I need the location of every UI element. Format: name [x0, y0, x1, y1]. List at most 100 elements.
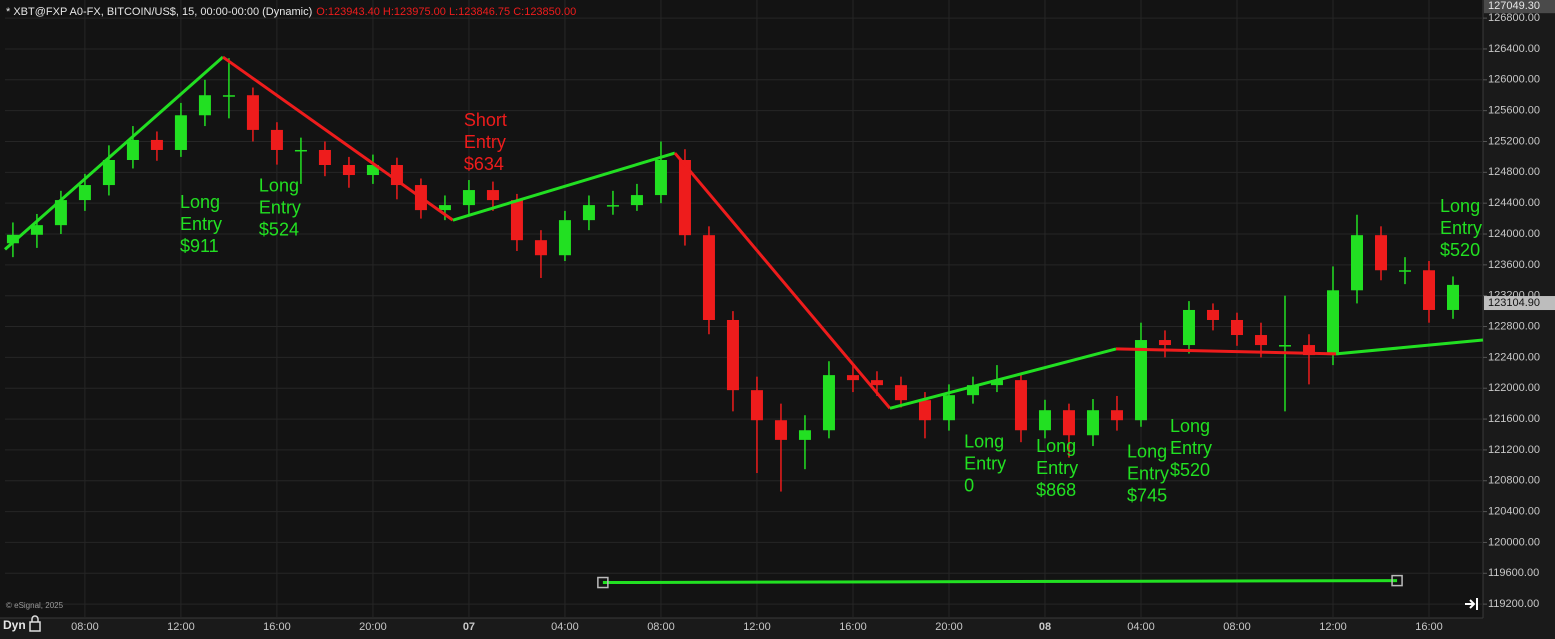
zigzag-segment: [4, 55, 224, 251]
x-tick-label: 16:00: [1415, 621, 1443, 633]
x-tick-label: 08: [1039, 621, 1051, 633]
x-tick-label: 08:00: [1223, 621, 1251, 633]
y-tick-label: 126800.00: [1488, 12, 1540, 24]
x-tick-label: 20:00: [935, 621, 963, 633]
zigzag-segment: [452, 151, 676, 222]
candle-body: [654, 159, 667, 196]
y-tick-label: 120800.00: [1488, 475, 1540, 487]
annotation: 0: [964, 476, 974, 496]
annotation: Short: [464, 110, 507, 130]
annotation: $745: [1127, 486, 1167, 506]
line-handle: [597, 576, 609, 589]
annotation: $868: [1036, 480, 1076, 500]
candle-body: [366, 165, 379, 176]
x-tick-label: 08:00: [71, 621, 99, 633]
candle-body: [870, 380, 883, 386]
zigzag-segment: [673, 152, 892, 410]
y-tick-label: 125200.00: [1488, 135, 1540, 147]
annotation: Entry: [464, 132, 506, 152]
annotation: Entry: [1127, 464, 1169, 484]
candle-body: [318, 149, 331, 166]
candle-body: [1182, 309, 1195, 346]
candle-body: [1302, 345, 1315, 356]
candle-body: [1350, 235, 1363, 291]
candle-body: [270, 129, 283, 150]
price-tag: [1484, 296, 1555, 311]
candle-body: [294, 149, 307, 152]
candle-body: [174, 115, 187, 150]
annotation: $524: [259, 220, 299, 240]
ohlc-header: O:123943.40 H:123975.00 L:123846.75 C:12…: [316, 6, 576, 18]
y-tick-label: 121600.00: [1488, 413, 1540, 425]
x-tick-label: 16:00: [839, 621, 867, 633]
lock-icon[interactable]: [29, 615, 41, 632]
candle-body: [942, 395, 955, 421]
annotation: Entry: [259, 198, 301, 218]
x-tick-label: 04:00: [551, 621, 579, 633]
x-tick-label: 12:00: [1319, 621, 1347, 633]
annotation: $520: [1170, 460, 1210, 480]
candle-body: [966, 385, 979, 396]
candle-body: [558, 220, 571, 256]
zigzag-segment: [1335, 338, 1484, 356]
candle-body: [1398, 270, 1411, 272]
zigzag-segment: [222, 55, 454, 222]
y-tick-label: 119200.00: [1488, 598, 1539, 610]
x-tick-label: 20:00: [359, 621, 387, 633]
annotation: Entry: [964, 454, 1006, 474]
candle-body: [918, 400, 931, 421]
y-tick-label: 122000.00: [1488, 382, 1540, 394]
candle-body: [750, 390, 763, 421]
line-handle: [1391, 574, 1403, 587]
candle-body: [462, 190, 475, 206]
scroll-end-icon[interactable]: [1465, 598, 1478, 610]
candle-body: [798, 430, 811, 440]
annotation: Long: [1440, 196, 1480, 216]
price-tag: [1484, 0, 1555, 14]
y-tick-label: 124000.00: [1488, 228, 1540, 240]
candle-body: [1230, 319, 1243, 336]
candle-body: [678, 159, 691, 236]
candle-body: [1446, 284, 1459, 310]
annotation: Long: [1036, 436, 1076, 456]
price-tag-label: 127049.30: [1488, 0, 1540, 12]
annotation: Long: [180, 192, 220, 212]
annotation: $634: [464, 154, 504, 174]
annotation: Entry: [1440, 218, 1482, 238]
candle-body: [342, 165, 355, 176]
y-tick-label: 119600.00: [1488, 567, 1539, 579]
x-tick-label: 07: [463, 621, 475, 633]
candle-body: [1014, 380, 1027, 431]
candle-body: [6, 234, 19, 244]
x-tick-label: 12:00: [167, 621, 195, 633]
y-tick-label: 122400.00: [1488, 351, 1540, 363]
price-axis-panel: [1483, 0, 1555, 639]
candle-body: [126, 139, 139, 160]
symbol-header: * XBT@FXP A0-FX, BITCOIN/US$, 15, 00:00-…: [6, 6, 312, 18]
y-tick-label: 123600.00: [1488, 259, 1540, 271]
y-tick-label: 121200.00: [1488, 444, 1540, 456]
x-tick-label: 16:00: [263, 621, 291, 633]
candle-body: [222, 95, 235, 97]
credit: © eSignal, 2025: [6, 601, 64, 610]
candle-body: [1086, 410, 1099, 436]
candle-body: [1134, 340, 1147, 421]
x-tick-label: 04:00: [1127, 621, 1155, 633]
candle-body: [582, 205, 595, 221]
candle-body: [846, 375, 859, 381]
y-tick-label: 124400.00: [1488, 197, 1540, 209]
arrow: [1465, 599, 1476, 609]
annotation: $520: [1440, 240, 1480, 260]
candle-body: [534, 240, 547, 256]
zigzag-segment: [1115, 347, 1337, 356]
candle-body: [630, 195, 643, 206]
candle-body: [1254, 335, 1267, 346]
candle-body: [990, 380, 1003, 386]
y-tick-label: 120000.00: [1488, 536, 1540, 548]
candle-body: [150, 139, 163, 150]
y-tick-label: 126400.00: [1488, 43, 1540, 55]
annotation: Long: [1127, 442, 1167, 462]
mode-label[interactable]: Dyn: [3, 618, 26, 632]
candle-body: [1422, 270, 1435, 310]
